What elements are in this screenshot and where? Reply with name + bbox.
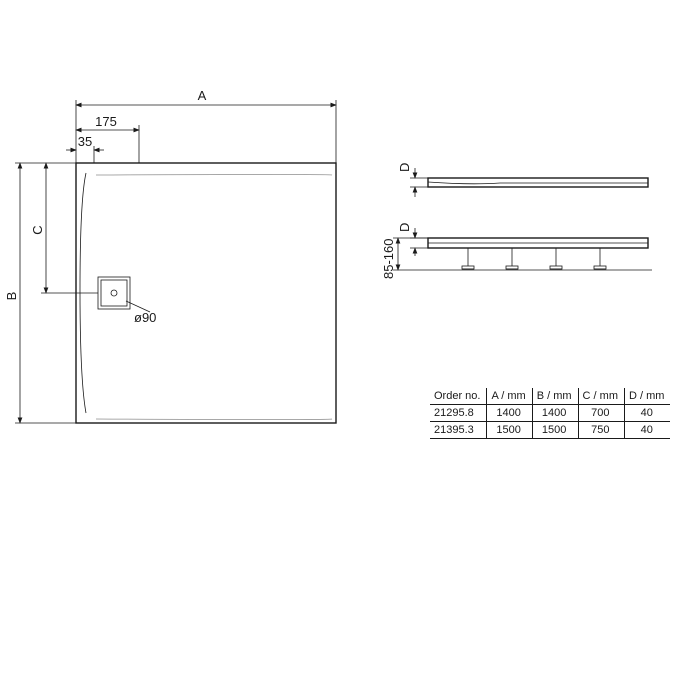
side-view-bottom: D 85-160 bbox=[381, 223, 652, 279]
drain-dia-label: ø90 bbox=[134, 310, 156, 325]
col-B: B / mm bbox=[532, 388, 578, 405]
dim-D-bot: D bbox=[397, 223, 412, 232]
table-header-row: Order no. A / mm B / mm C / mm D / mm bbox=[430, 388, 670, 405]
table-row: 21295.8 1400 1400 700 40 bbox=[430, 405, 670, 422]
dim-height: 85-160 bbox=[381, 239, 396, 279]
dim-A: A bbox=[76, 88, 336, 105]
dim-D-top: D bbox=[397, 163, 412, 172]
col-A: A / mm bbox=[487, 388, 532, 405]
dim-B: B bbox=[4, 163, 20, 423]
plan-view: ø90 A 175 35 B bbox=[4, 88, 336, 423]
side-view-top: D bbox=[397, 163, 648, 197]
dim-175: 175 bbox=[76, 114, 139, 130]
feet bbox=[462, 248, 606, 269]
col-D: D / mm bbox=[625, 388, 671, 405]
table-row: 21395.3 1500 1500 750 40 bbox=[430, 422, 670, 439]
col-order: Order no. bbox=[430, 388, 487, 405]
svg-text:35: 35 bbox=[78, 134, 92, 149]
dimension-table: Order no. A / mm B / mm C / mm D / mm 21… bbox=[430, 388, 670, 439]
col-C: C / mm bbox=[578, 388, 624, 405]
dim-35: 35 bbox=[66, 134, 104, 150]
svg-text:A: A bbox=[198, 88, 207, 103]
svg-text:175: 175 bbox=[95, 114, 117, 129]
dim-C: C bbox=[30, 163, 46, 293]
svg-text:C: C bbox=[30, 225, 45, 234]
svg-text:B: B bbox=[4, 292, 19, 301]
